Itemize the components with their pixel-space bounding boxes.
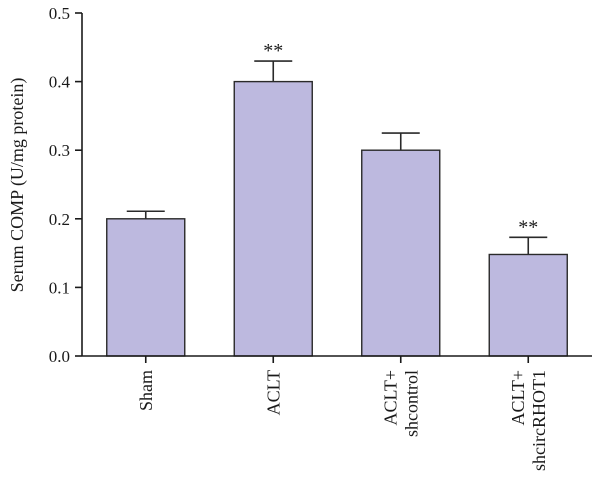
x-tick-label: ACLT+shcircRHOT1: [508, 370, 549, 471]
y-tick-label: 0.5: [49, 4, 70, 23]
y-axis-label: Serum COMP (U/mg protein): [7, 78, 28, 293]
y-axis: 0.0 0.1 0.2 0.3 0.4 0.5: [49, 4, 83, 366]
bar: [488, 253, 568, 357]
x-tick-label: ACLT: [263, 370, 283, 415]
y-tick-label: 0.4: [49, 73, 71, 92]
x-axis: Sham ACLT ACLT+shcontrol ACLT+shcircRHOT1: [82, 355, 592, 471]
x-tick-label: ACLT+shcontrol: [380, 370, 421, 437]
bar: [361, 149, 441, 357]
significance-label: **: [263, 40, 283, 62]
y-tick-label: 0.0: [49, 347, 70, 366]
y-tick-label: 0.3: [49, 141, 70, 160]
bars: ** **: [106, 40, 568, 357]
bar: [233, 80, 313, 357]
y-tick-label: 0.1: [49, 278, 70, 297]
bar: [106, 218, 186, 357]
x-tick-label: Sham: [136, 370, 156, 411]
y-tick-label: 0.2: [49, 210, 70, 229]
significance-label: **: [518, 216, 538, 238]
